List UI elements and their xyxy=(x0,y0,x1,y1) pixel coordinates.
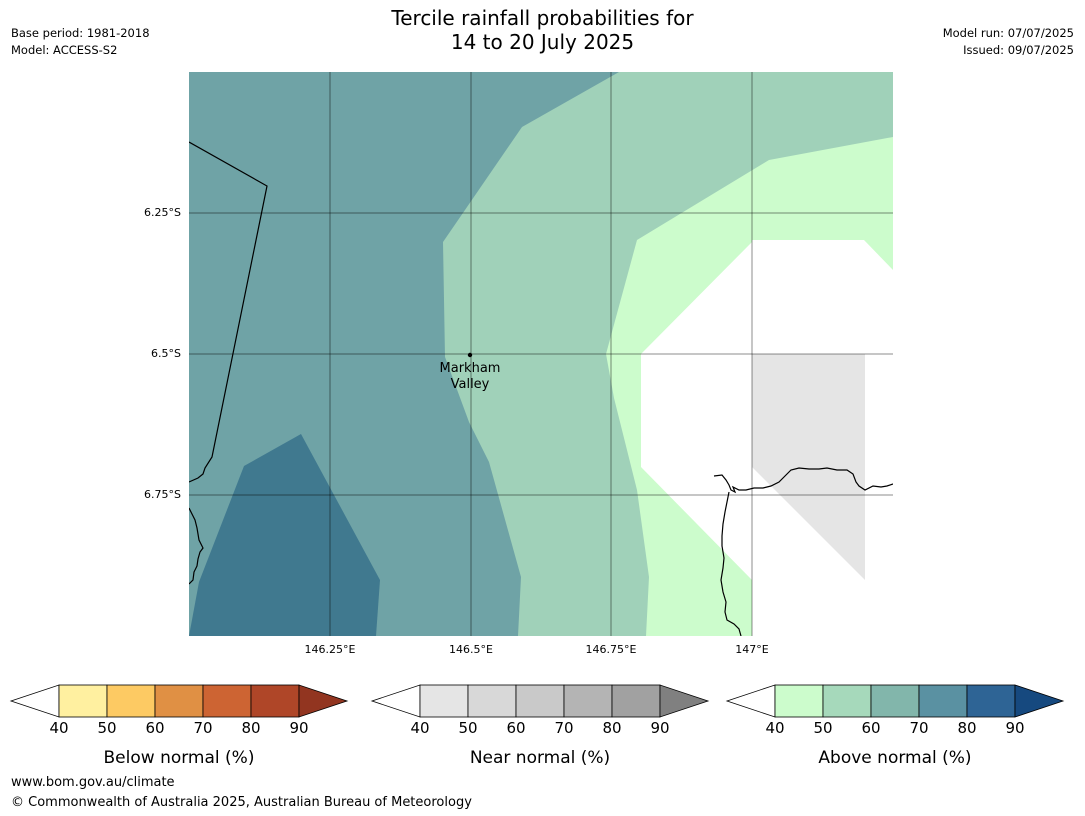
legend-extend-high xyxy=(298,684,349,718)
lon-label-146-75: 146.75°E xyxy=(585,643,637,656)
legend-tick-label: 50 xyxy=(458,719,477,737)
legend-swatch xyxy=(870,684,920,718)
base-period-text: Base period: 1981-2018 xyxy=(11,26,150,40)
rainfall-probability-map: Markham Valley xyxy=(189,72,893,636)
legend-swatch xyxy=(611,684,661,718)
legend-tick-label: 50 xyxy=(813,719,832,737)
legend-tick-label: 90 xyxy=(289,719,308,737)
legends-area: 40 50 60 70 80 90 Below normal (%) 40 50 60 70 80 9… xyxy=(9,684,1065,768)
map-title: Tercile rainfall probabilities for 14 to… xyxy=(0,6,1085,54)
legend-swatch xyxy=(58,684,108,718)
issued-text: Issued: 09/07/2025 xyxy=(963,43,1074,57)
zone-above-70-80 xyxy=(189,434,380,636)
legend-tick-label: 60 xyxy=(145,719,164,737)
legend-tick-label: 90 xyxy=(650,719,669,737)
legend-swatch xyxy=(774,684,824,718)
model-text: Model: ACCESS-S2 xyxy=(11,43,118,57)
legend-title: Below normal (%) xyxy=(104,748,255,768)
legend-swatch xyxy=(918,684,968,718)
lat-label-6-5: 6.5°S xyxy=(151,347,181,360)
title-line-1: Tercile rainfall probabilities for xyxy=(391,6,694,30)
legend-swatch xyxy=(202,684,252,718)
footer-url: www.bom.gov.au/climate xyxy=(11,775,175,790)
legend-extend-low xyxy=(725,684,776,718)
legend-tick-label: 90 xyxy=(1005,719,1024,737)
graticule xyxy=(189,72,893,636)
legend-tick-label: 50 xyxy=(97,719,116,737)
legend-tick-label: 60 xyxy=(506,719,525,737)
coastline-west xyxy=(189,507,204,585)
legend-swatch xyxy=(563,684,613,718)
legend-swatch xyxy=(419,684,469,718)
legend-tick-label: 80 xyxy=(602,719,621,737)
legend-tick-label: 70 xyxy=(193,719,212,737)
legend-swatch xyxy=(250,684,300,718)
legend-swatch xyxy=(154,684,204,718)
place-label-line-2: Valley xyxy=(451,377,490,392)
legend-tick-label: 60 xyxy=(861,719,880,737)
lon-label-146-25: 146.25°E xyxy=(304,643,356,656)
meta-left: Base period: 1981-2018 Model: ACCESS-S2 xyxy=(11,25,150,59)
meta-right: Model run: 07/07/2025 Issued: 09/07/2025 xyxy=(943,25,1074,59)
legend-tick-label: 40 xyxy=(410,719,429,737)
legend-tick-label: 40 xyxy=(765,719,784,737)
coastline-east xyxy=(713,467,893,636)
legend-title: Near normal (%) xyxy=(470,748,610,768)
legend-tick-label: 70 xyxy=(909,719,928,737)
legend-extend-high xyxy=(659,684,710,718)
legend-extend-low xyxy=(9,684,60,718)
place-label-line-1: Markham xyxy=(440,361,501,376)
lat-label-6-75: 6.75°S xyxy=(144,488,181,501)
legend-swatch xyxy=(106,684,156,718)
legend-below-normal: 40 50 60 70 80 90 Below normal (%) xyxy=(9,684,349,768)
legend-above-normal: 40 50 60 70 80 90 Above normal (%) xyxy=(725,684,1065,768)
legend-tick-label: 40 xyxy=(49,719,68,737)
lon-label-146-5: 146.5°E xyxy=(449,643,493,656)
border-line xyxy=(189,141,268,483)
legend-tick-label: 80 xyxy=(957,719,976,737)
legend-swatch xyxy=(966,684,1016,718)
legend-extend-high xyxy=(1014,684,1065,718)
legend-swatch xyxy=(467,684,517,718)
lon-label-147: 147°E xyxy=(735,643,769,656)
footer-copyright: © Commonwealth of Australia 2025, Austra… xyxy=(11,795,472,810)
legend-near-normal: 40 50 60 70 80 90 Near normal (%) xyxy=(370,684,710,768)
zone-near-40-50 xyxy=(752,354,865,580)
title-line-2: 14 to 20 July 2025 xyxy=(450,30,635,54)
legend-swatch xyxy=(822,684,872,718)
legend-swatch xyxy=(515,684,565,718)
model-run-text: Model run: 07/07/2025 xyxy=(942,26,1074,40)
place-marker-icon xyxy=(467,352,473,358)
legend-tick-label: 70 xyxy=(554,719,573,737)
legend-tick-label: 80 xyxy=(241,719,260,737)
legend-title: Above normal (%) xyxy=(818,748,971,768)
legend-extend-low xyxy=(370,684,421,718)
lat-label-6-25: 6.25°S xyxy=(144,206,181,219)
